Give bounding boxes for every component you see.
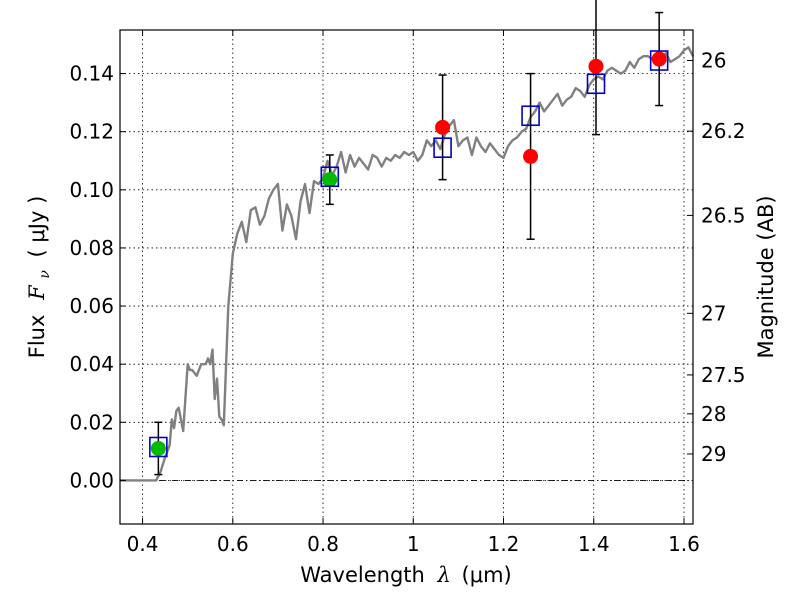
y2-tick-label: 28 <box>701 402 726 426</box>
x-tick-label: 1 <box>407 532 420 556</box>
y-tick-label: 0.10 <box>69 178 114 202</box>
plot-background <box>120 30 693 524</box>
x-tick-label: 0.6 <box>217 532 249 556</box>
y-tick-label: 0.06 <box>69 294 114 318</box>
blue-square-marker <box>149 436 168 458</box>
x-axis-label-unit: (μm) <box>462 563 512 587</box>
x-tick-label: 1.2 <box>488 532 520 556</box>
blue-square-marker <box>433 137 452 158</box>
x-tick-label: 1.6 <box>668 532 700 556</box>
series-layer <box>120 0 695 482</box>
red-data-point <box>651 51 667 67</box>
blue-square-marker <box>649 50 669 71</box>
blue-square-marker <box>521 105 540 127</box>
x-tick-label: 0.8 <box>307 532 339 556</box>
y-axis-label-prefix: Flux <box>25 315 49 359</box>
y-tick-label: 0.12 <box>69 120 114 144</box>
model-spectrum-line <box>120 46 695 482</box>
blue-square-marker <box>320 166 340 188</box>
y-tick-label: 0.04 <box>69 352 114 376</box>
y2-axis-label: Magnitude (AB) <box>754 195 778 358</box>
y-axis-ticks: 0.00 0.02 0.04 0.06 0.08 0.10 0.12 0.14 <box>69 62 126 492</box>
y-axis-label-unit: ( μJy ) <box>25 196 49 258</box>
y-tick-label: 0.08 <box>69 236 114 260</box>
green-data-point <box>150 440 166 456</box>
y2-tick-label: 27.5 <box>701 363 746 387</box>
y-tick-label: 0.00 <box>69 468 114 492</box>
x-tick-label: 0.4 <box>127 532 159 556</box>
grid <box>120 30 693 524</box>
red-data-point <box>435 119 451 135</box>
x-axis-label-prefix: Wavelength <box>300 563 425 587</box>
y2-tick-label: 29 <box>701 442 726 466</box>
blue-square-marker <box>586 73 606 95</box>
y-axis-label: Flux F ν ( μJy ) <box>25 196 54 359</box>
green-data-point <box>322 172 338 188</box>
y-tick-label: 0.02 <box>69 410 114 434</box>
x-axis-label-symbol: λ <box>437 563 451 587</box>
red-data-point <box>523 148 539 164</box>
plot-frame <box>119 29 694 525</box>
x-tick-label: 1.4 <box>578 532 610 556</box>
y-axis-label-subscript: ν <box>37 270 53 279</box>
y2-tick-label: 26.5 <box>701 203 746 227</box>
y-axis-label-symbol: F <box>25 284 49 301</box>
y2-tick-label: 27 <box>701 301 726 325</box>
y2-tick-label: 26.2 <box>701 119 746 143</box>
x-axis-ticks: 0.4 0.6 0.8 1 1.2 1.4 1.6 <box>127 30 700 556</box>
y2-axis-ticks: 26 26.2 26.5 27 27.5 28 29 <box>687 49 746 466</box>
red-data-point <box>588 58 604 74</box>
y2-tick-label: 26 <box>701 49 726 73</box>
y-tick-label: 0.14 <box>69 62 114 86</box>
x-axis-label: Wavelength λ (μm) <box>300 563 511 587</box>
